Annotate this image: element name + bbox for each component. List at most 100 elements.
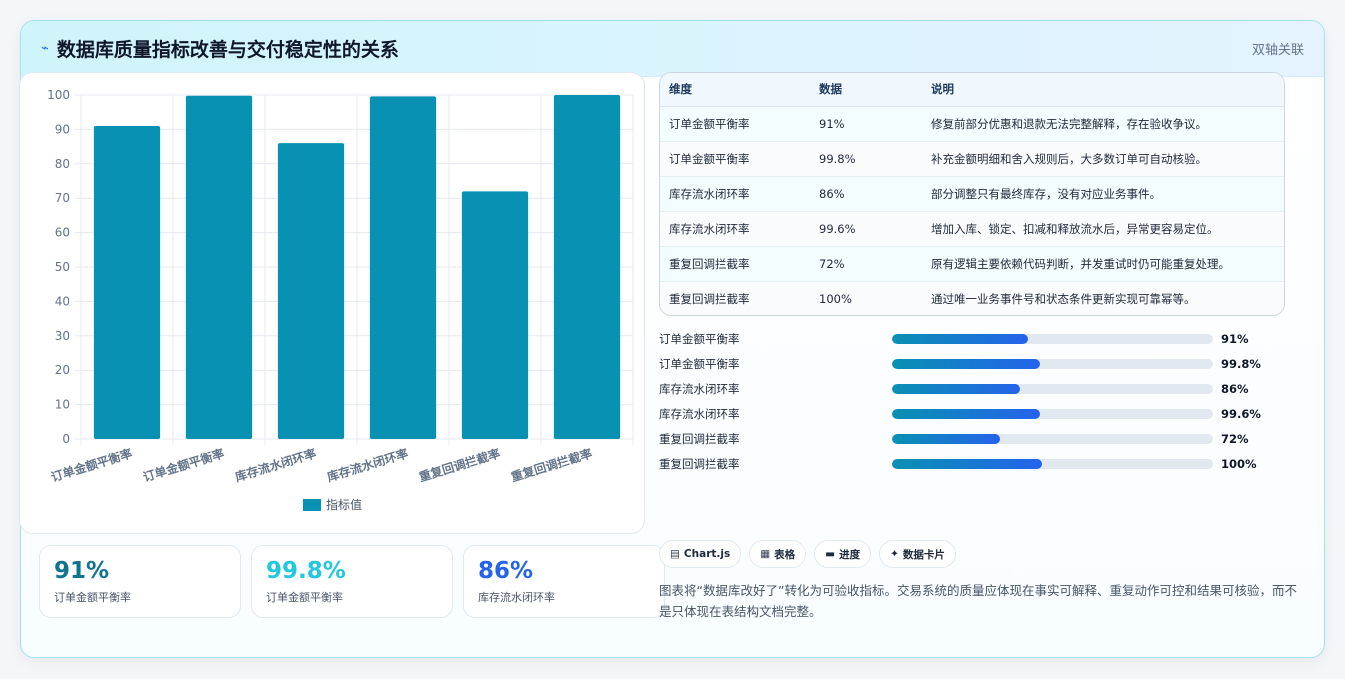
- y-tick-label: 90: [55, 122, 70, 136]
- progress-fill: [892, 458, 1042, 469]
- column-header: 说明: [922, 73, 1284, 107]
- progress-row: 订单金额平衡率 91%: [659, 326, 1285, 351]
- table-row: 库存流水闭环率 99.6% 增加入库、锁定、扣减和释放流水后，异常更容易定位。: [660, 211, 1284, 247]
- data-table: 维度 数据 说明 订单金额平衡率 91% 修复前部分优惠和退款无法完整解释，存在…: [660, 73, 1284, 315]
- tag-table[interactable]: ▦ 表格: [749, 540, 807, 568]
- table-cell: 订单金额平衡率: [660, 141, 810, 177]
- table-cell: 重复回调拦截率: [660, 281, 810, 315]
- legend-label: 指标值: [326, 497, 362, 512]
- tag-list: ▤ Chart.js ▦ 表格 ▬ 进度 ✦ 数据卡片: [659, 540, 956, 568]
- chart-icon: ▤: [670, 548, 680, 560]
- y-tick-label: 50: [55, 260, 70, 274]
- bar: [369, 96, 437, 439]
- y-tick-label: 60: [55, 226, 70, 240]
- progress-row: 库存流水闭环率 86%: [659, 376, 1285, 401]
- y-tick-label: 20: [55, 363, 70, 377]
- y-tick-label: 40: [55, 294, 70, 308]
- column-header: 维度: [660, 73, 810, 107]
- table-cell: 72%: [810, 246, 922, 282]
- x-tick-label: 订单金额平衡率: [49, 446, 134, 485]
- progress-row: 重复回调拦截率 100%: [659, 451, 1285, 476]
- table-cell: 重复回调拦截率: [660, 246, 810, 282]
- table-cell: 订单金额平衡率: [660, 106, 810, 142]
- progress-value: 99.8%: [1221, 356, 1261, 371]
- progress-label: 订单金额平衡率: [659, 356, 740, 371]
- stat-card-3: 86% 库存流水闭环率: [463, 545, 665, 618]
- tag-progress[interactable]: ▬ 进度: [814, 540, 872, 568]
- table-row: 库存流水闭环率 86% 部分调整只有最终库存，没有对应业务事件。: [660, 176, 1284, 212]
- progress-fill: [892, 383, 1021, 394]
- data-table-panel: 维度 数据 说明 订单金额平衡率 91% 修复前部分优惠和退款无法完整解释，存在…: [659, 72, 1285, 316]
- tag-chartjs[interactable]: ▤ Chart.js: [659, 540, 742, 568]
- progress-fill: [892, 433, 1000, 444]
- tag-label: 数据卡片: [902, 548, 945, 561]
- y-tick-label: 30: [55, 329, 70, 343]
- progress-list: 订单金额平衡率 91% 订单金额平衡率 99.8% 库存流水闭环率 86% 库存…: [659, 326, 1285, 476]
- progress-icon: ▬: [825, 548, 836, 560]
- bar: [185, 95, 253, 440]
- table-cell: 100%: [810, 281, 922, 315]
- progress-track: [892, 358, 1213, 369]
- progress-label: 库存流水闭环率: [659, 381, 740, 396]
- y-tick-label: 10: [55, 398, 70, 412]
- stat-label: 订单金额平衡率: [54, 591, 131, 604]
- table-row: 重复回调拦截率 100% 通过唯一业务事件号和状态条件更新实现可靠幂等。: [660, 281, 1284, 315]
- tag-label: Chart.js: [683, 548, 731, 560]
- progress-fill: [892, 333, 1029, 344]
- x-tick-label: 重复回调拦截率: [417, 446, 502, 485]
- stat-card-2: 99.8% 订单金额平衡率: [251, 545, 453, 618]
- sparkle-icon: ✦: [890, 548, 899, 560]
- progress-track: [892, 433, 1213, 444]
- progress-track: [892, 383, 1213, 394]
- progress-label: 订单金额平衡率: [659, 331, 740, 346]
- progress-row: 重复回调拦截率 72%: [659, 426, 1285, 451]
- table-row: 订单金额平衡率 91% 修复前部分优惠和退款无法完整解释，存在验收争议。: [660, 106, 1284, 142]
- progress-track: [892, 408, 1213, 419]
- table-cell: 86%: [810, 176, 922, 212]
- progress-fill: [892, 408, 1040, 419]
- table-cell: 91%: [810, 106, 922, 142]
- y-tick-label: 100: [47, 88, 70, 102]
- x-tick-label: 重复回调拦截率: [509, 446, 594, 485]
- dual-axis-link[interactable]: 双轴关联: [1251, 43, 1304, 58]
- stat-value: 99.8%: [266, 558, 346, 584]
- y-tick-label: 70: [55, 191, 70, 205]
- tag-label: 进度: [839, 548, 861, 561]
- table-cell: 库存流水闭环率: [660, 211, 810, 247]
- tag-label: 表格: [774, 548, 796, 561]
- progress-label: 库存流水闭环率: [659, 406, 740, 421]
- progress-fill: [892, 358, 1040, 369]
- x-tick-label: 订单金额平衡率: [141, 446, 226, 485]
- card-header: ⌁ 数据库质量指标改善与交付稳定性的关系 双轴关联: [21, 21, 1324, 77]
- progress-value: 99.6%: [1221, 406, 1261, 421]
- table-icon: ▦: [760, 548, 771, 560]
- legend-swatch: [303, 499, 321, 511]
- table-cell: 部分调整只有最终库存，没有对应业务事件。: [922, 176, 1284, 212]
- bar: [93, 125, 161, 440]
- stat-value: 91%: [54, 558, 110, 584]
- progress-track: [892, 333, 1213, 344]
- stat-label: 库存流水闭环率: [478, 591, 555, 604]
- column-header: 数据: [810, 73, 922, 107]
- x-tick-label: 库存流水闭环率: [325, 446, 410, 485]
- table-cell: 原有逻辑主要依赖代码判断，并发重试时仍可能重复处理。: [922, 246, 1284, 282]
- table-cell: 增加入库、锁定、扣减和释放流水后，异常更容易定位。: [922, 211, 1284, 247]
- bar: [277, 143, 345, 439]
- progress-label: 重复回调拦截率: [659, 431, 740, 446]
- progress-label: 重复回调拦截率: [659, 456, 740, 471]
- progress-row: 订单金额平衡率 99.8%: [659, 351, 1285, 376]
- bar-chart-panel: 0 10 20 30 40 50 60 70 80 90 100 订单金额平衡率 订单金额平衡率 库存流水…: [19, 72, 645, 534]
- y-tick-label: 80: [55, 157, 70, 171]
- progress-value: 91%: [1221, 331, 1249, 346]
- progress-value: 86%: [1221, 381, 1249, 396]
- table-header-row: 维度 数据 说明: [660, 73, 1284, 107]
- stat-label: 订单金额平衡率: [266, 591, 343, 604]
- y-tick-label: 0: [62, 432, 70, 446]
- progress-track: [892, 458, 1213, 469]
- table-cell: 库存流水闭环率: [660, 176, 810, 212]
- bar: [461, 191, 529, 439]
- x-tick-label: 库存流水闭环率: [233, 446, 318, 485]
- tag-data-card[interactable]: ✦ 数据卡片: [879, 540, 956, 568]
- table-cell: 补充金额明细和舍入规则后，大多数订单可自动核验。: [922, 141, 1284, 177]
- table-row: 订单金额平衡率 99.8% 补充金额明细和舍入规则后，大多数订单可自动核验。: [660, 141, 1284, 177]
